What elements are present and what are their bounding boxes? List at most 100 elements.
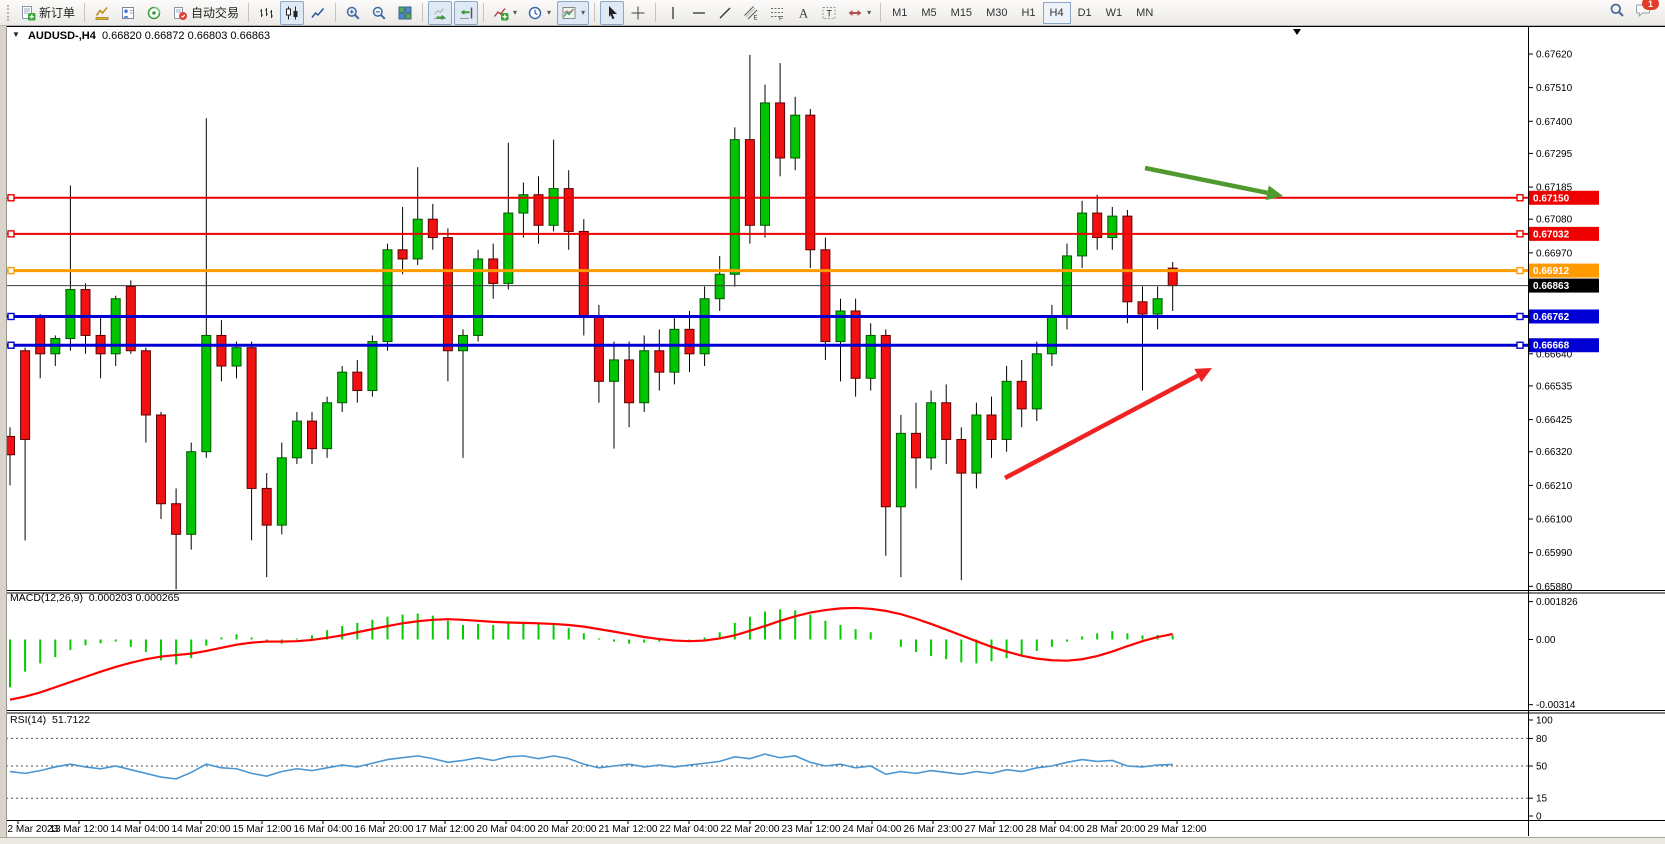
candle-bearish — [35, 316, 46, 355]
autotrading-button-label: 自动交易 — [191, 6, 240, 20]
timeframe-button-m15[interactable]: M15 — [950, 6, 973, 19]
line-anchor-handle[interactable] — [1516, 194, 1524, 202]
text-button[interactable]: A — [791, 1, 815, 25]
line-chart-button[interactable] — [306, 1, 330, 25]
price-tick-label: 0.67080 — [1536, 215, 1573, 226]
candle-bullish — [231, 347, 242, 367]
search-icon[interactable] — [1609, 2, 1625, 23]
zoom-in-button[interactable] — [341, 1, 365, 25]
text-label-button[interactable]: T — [817, 1, 841, 25]
timeframe-button-h4[interactable]: H4 — [1042, 1, 1071, 24]
chart-menu-triangle-icon[interactable]: ▼ — [12, 30, 20, 39]
chart-shift-marker-icon[interactable] — [1293, 29, 1301, 35]
autotrading-button[interactable]: 自动交易 — [168, 1, 243, 25]
bar-chart-button[interactable] — [254, 1, 278, 25]
candle-bullish — [1001, 380, 1012, 440]
dropdown-arrow-icon[interactable]: ▾ — [547, 8, 552, 17]
dropdown-arrow-icon[interactable]: ▾ — [581, 8, 586, 17]
data-window-button[interactable] — [116, 1, 140, 25]
arrows-button[interactable]: ▾ — [843, 1, 875, 25]
rsi-line — [9, 753, 1173, 780]
candle-bullish — [971, 414, 982, 474]
fibonacci-button[interactable]: F — [765, 1, 789, 25]
dropdown-arrow-icon[interactable]: ▾ — [513, 8, 518, 17]
window-left-edge — [0, 26, 7, 844]
price-level-badge-text: 0.67150 — [1533, 193, 1570, 204]
candle-bearish — [986, 414, 997, 440]
time-tick-label: 16 Mar 20:00 — [355, 824, 414, 835]
candle-bullish — [367, 341, 378, 392]
red-trend-arrow[interactable] — [1003, 368, 1212, 480]
cursor-button[interactable] — [600, 0, 625, 25]
new-order-button[interactable]: 新订单 — [16, 1, 79, 25]
timeframe-button-m5[interactable]: M5 — [921, 6, 937, 19]
candle-bearish — [624, 359, 635, 404]
time-tick-label: 24 Mar 04:00 — [843, 824, 902, 835]
line-anchor-handle[interactable] — [1516, 341, 1524, 349]
templates-button[interactable]: ▾ — [557, 0, 590, 25]
price-level-badge — [1529, 226, 1599, 241]
timeframe-button-m1[interactable]: M1 — [892, 6, 908, 19]
crosshair-icon — [630, 5, 646, 21]
timeframe-button-m30[interactable]: M30 — [986, 6, 1008, 19]
candle-bullish — [639, 350, 650, 404]
market-watch-button[interactable] — [90, 1, 114, 25]
dropdown-arrow-icon[interactable]: ▾ — [867, 8, 872, 17]
time-tick-label: 13 Mar 12:00 — [50, 824, 109, 835]
candle-bullish — [1062, 255, 1072, 318]
new-order-button-label: 新订单 — [39, 6, 76, 20]
line-anchor-handle[interactable] — [1516, 312, 1524, 321]
line-anchor-handle[interactable] — [7, 194, 15, 202]
candle-bearish — [442, 237, 453, 352]
chart-shift-button[interactable] — [454, 0, 479, 25]
candle-bullish — [548, 188, 559, 226]
line-anchor-handle[interactable] — [7, 312, 15, 321]
crosshair-button[interactable] — [626, 1, 650, 25]
timeframe-button-h1[interactable]: H1 — [1021, 6, 1036, 19]
line-anchor-handle[interactable] — [7, 266, 15, 275]
toolbar-separator — [655, 3, 657, 22]
equidistant-channel-button[interactable]: E — [739, 1, 763, 25]
chart-title: ▼ AUDUSD-,H4 0.66820 0.66872 0.66803 0.6… — [12, 30, 270, 42]
cursor-icon — [604, 5, 620, 21]
timeframe-button-d1[interactable]: D1 — [1077, 6, 1092, 19]
price-tick-label: 0.66970 — [1536, 248, 1573, 259]
toolbar-separator — [422, 3, 424, 22]
candle-bullish — [1107, 215, 1118, 239]
chart-shift-icon — [458, 5, 474, 21]
line-anchor-handle[interactable] — [7, 341, 15, 349]
zoom-out-button[interactable] — [367, 1, 391, 25]
macd-panel: 0.001826 0.00 -0.00314 — [9, 597, 1578, 711]
periods-button[interactable]: ▾ — [523, 1, 555, 25]
chat-button[interactable]: 1 — [1635, 0, 1659, 23]
candle-bullish — [835, 310, 846, 343]
navigator-button[interactable] — [142, 1, 166, 25]
candle-chart-button[interactable] — [280, 0, 305, 25]
toolbar: 新订单 自动交易 ▾ ▾ ▾ E F A T ▾ M1 M5 M15 M30 H1 H4 D1 W1 MN 1 — [0, 0, 1665, 26]
toolbar-separator — [594, 3, 596, 22]
green-trend-arrow[interactable] — [1144, 165, 1283, 201]
toolbar-separator — [248, 3, 250, 22]
timeframe-button-w1[interactable]: W1 — [1105, 6, 1123, 19]
timeframe-button-mn[interactable]: MN — [1136, 6, 1154, 19]
indicators-button[interactable]: ▾ — [489, 1, 521, 25]
toolbar-separator — [880, 3, 882, 22]
horizontal-line-button[interactable] — [687, 1, 711, 25]
auto-scroll-button[interactable] — [428, 0, 453, 25]
price-level-badge-text: 0.67032 — [1533, 229, 1570, 240]
candle-bearish — [171, 503, 182, 535]
svg-text:F: F — [779, 15, 783, 21]
price-tick-label: 0.67295 — [1536, 149, 1573, 160]
zoom-out-icon — [371, 5, 387, 21]
tile-windows-button[interactable] — [393, 1, 417, 25]
trendline-button[interactable] — [713, 1, 737, 25]
vertical-line-button[interactable] — [661, 1, 685, 25]
candle-bearish — [911, 432, 921, 459]
candle-bullish — [473, 258, 484, 336]
line-anchor-handle[interactable] — [7, 230, 15, 238]
line-anchor-handle[interactable] — [1516, 266, 1524, 275]
line-anchor-handle[interactable] — [1516, 230, 1524, 238]
price-tick-label: 0.67400 — [1536, 117, 1573, 128]
toolbar-separator — [483, 3, 485, 22]
